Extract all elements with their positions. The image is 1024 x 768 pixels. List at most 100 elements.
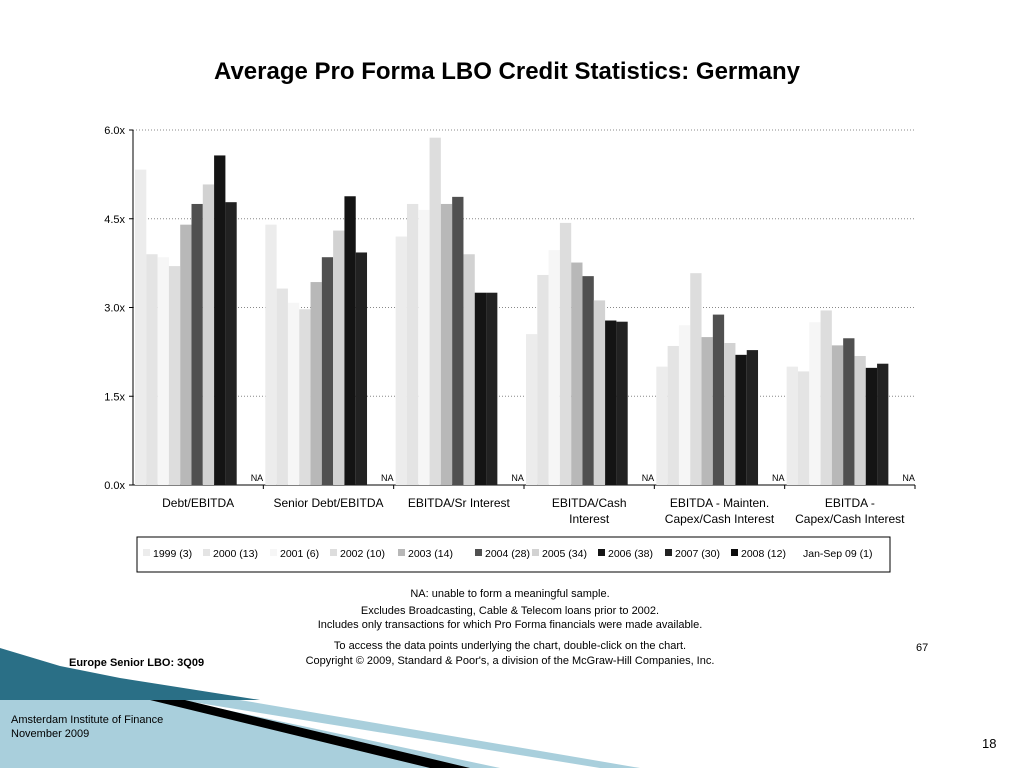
bar [701, 337, 713, 485]
x-category-label: Senior Debt/EBITDA [273, 496, 383, 510]
note-na: NA: unable to form a meaningful sample. [410, 588, 610, 600]
decor-teal-dark [60, 666, 260, 700]
bar [746, 350, 759, 485]
y-tick-label: 0.0x [104, 480, 125, 492]
bar [440, 203, 453, 486]
bar [429, 137, 441, 486]
legend-swatch [731, 549, 738, 556]
legend-label: 2008 (12) [741, 548, 786, 560]
bar [593, 300, 606, 485]
bar [809, 322, 821, 485]
bar [135, 169, 147, 485]
source-label: Europe Senior LBO: 3Q09 [69, 657, 205, 669]
bar [605, 320, 617, 485]
bar [526, 334, 538, 485]
bar [474, 292, 487, 485]
y-tick-label: 1.5x [104, 391, 125, 403]
x-category-label: Debt/EBITDA [162, 496, 234, 510]
bar [877, 363, 889, 485]
bar [486, 292, 498, 485]
x-category-label: EBITDA/Cash [552, 496, 627, 510]
legend-swatch [665, 549, 672, 556]
bar [463, 254, 475, 485]
bar [287, 302, 300, 485]
bar [571, 262, 583, 485]
bar [797, 371, 810, 485]
decor-teal-light [180, 700, 640, 768]
bar [225, 202, 237, 485]
na-label: NA [381, 473, 394, 483]
y-tick-label: 3.0x [104, 303, 125, 315]
y-tick-label: 6.0x [104, 125, 125, 137]
legend-box [136, 536, 891, 573]
bar [146, 254, 158, 485]
bar [843, 338, 855, 485]
x-category-label: EBITDA/Sr Interest [408, 496, 511, 510]
legend-label: 2000 (13) [213, 548, 258, 560]
bar [582, 276, 594, 485]
note-copyright: Copyright © 2009, Standard & Poor's, a d… [305, 655, 715, 667]
na-label: NA [251, 473, 264, 483]
bar [168, 266, 181, 485]
legend-label: 2001 (6) [280, 548, 319, 560]
bar [191, 203, 203, 486]
bar [724, 343, 736, 485]
bar [548, 250, 560, 485]
chart-title: Average Pro Forma LBO Credit Statistics:… [214, 58, 800, 85]
legend-swatch [398, 549, 405, 556]
bar [202, 184, 215, 485]
legend-label: 2006 (38) [608, 548, 653, 560]
note-access: To access the data points underlying the… [333, 640, 687, 652]
bar [735, 354, 747, 485]
legend-swatch [598, 549, 605, 556]
na-label: NA [511, 473, 524, 483]
bar [344, 196, 356, 485]
legend-swatch [203, 549, 210, 556]
bar [418, 209, 430, 485]
bar [854, 356, 866, 485]
bar [559, 222, 572, 485]
x-category-label: Capex/Cash Interest [795, 512, 905, 526]
bar [214, 155, 226, 486]
bar [786, 366, 798, 485]
x-category-label: EBITDA - [825, 496, 875, 510]
legend-swatch [143, 549, 150, 556]
na-label: NA [642, 473, 655, 483]
legend-label: 2007 (30) [675, 548, 720, 560]
legend-label: 2003 (14) [408, 548, 453, 560]
source-page-number: 67 [916, 642, 929, 654]
bar [820, 310, 832, 485]
slide-footer: Amsterdam Institute of Finance November … [11, 713, 163, 741]
bar [355, 252, 368, 485]
x-category-label: EBITDA - Mainten. [670, 496, 769, 510]
bar [712, 314, 725, 485]
slide-number: 18 [982, 736, 997, 751]
bar [616, 321, 628, 485]
legend-swatch [330, 549, 337, 556]
legend-swatch [793, 549, 800, 556]
note-includes: Includes only transactions for which Pro… [317, 619, 703, 631]
legend-label: Jan-Sep 09 (1) [803, 548, 872, 560]
bar [265, 224, 277, 485]
bar [276, 288, 288, 485]
footer-date: November 2009 [11, 728, 90, 740]
bar-chart: 0.0x 1.5x 3.0x 4.5x 6.0x NA Debt/EBITDA NA Senio… [104, 125, 916, 573]
bar [656, 366, 668, 485]
legend-label: 2002 (10) [340, 548, 385, 560]
legend-swatch [532, 549, 539, 556]
institute-name: Amsterdam Institute of Finance [11, 714, 164, 726]
note-excludes: Excludes Broadcasting, Cable & Telecom l… [360, 605, 660, 617]
na-label: NA [772, 473, 785, 483]
x-category-label: Interest [569, 512, 610, 526]
bar [667, 345, 679, 485]
legend-swatch [475, 549, 482, 556]
legend-label: 2004 (28) [485, 548, 530, 560]
bar [299, 309, 311, 485]
legend-label: 1999 (3) [153, 548, 192, 560]
bar [452, 196, 464, 485]
legend-swatch [270, 549, 277, 556]
decor-teal-dark [0, 648, 60, 700]
bar [333, 230, 345, 485]
bar [157, 257, 169, 485]
